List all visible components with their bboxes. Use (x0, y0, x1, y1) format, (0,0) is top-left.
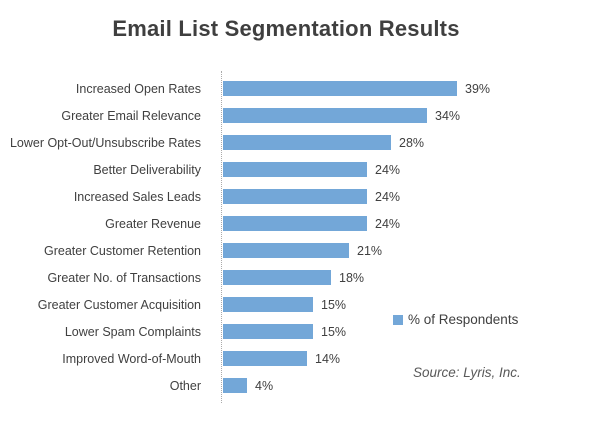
chart-row: Greater Email Relevance 34% (0, 102, 560, 129)
chart-row: Increased Sales Leads 24% (0, 183, 560, 210)
bar-area: 39% (211, 81, 560, 96)
bar-area: 21% (211, 243, 560, 258)
bar (223, 297, 313, 312)
value-label: 15% (321, 324, 347, 339)
value-label: 24% (375, 162, 401, 177)
bar-area: 24% (211, 189, 560, 204)
value-label: 21% (357, 243, 383, 258)
chart-title: Email List Segmentation Results (112, 16, 460, 41)
category-axis-line (221, 71, 222, 403)
category-label: Improved Word-of-Mouth (62, 351, 201, 366)
value-label: 4% (255, 378, 274, 393)
bar-area: 24% (211, 216, 560, 231)
bar-area: 4% (211, 378, 560, 393)
legend: % of Respondents (393, 312, 518, 327)
bar-rows: Increased Open Rates 39% Greater Email Rel… (0, 75, 560, 399)
bar (223, 162, 367, 177)
bar-area: 14% (211, 351, 560, 366)
category-label: Greater Customer Acquisition (37, 297, 201, 312)
chart-row: Greater Customer Retention 21% (0, 237, 560, 264)
bar-area: 15% (211, 324, 560, 339)
category-label: Greater Customer Retention (43, 243, 201, 258)
bar-area: 34% (211, 108, 560, 123)
source-note: Source: Lyris, Inc. (413, 365, 521, 380)
chart-row: Increased Open Rates 39% (0, 75, 560, 102)
chart-row: Improved Word-of-Mouth 14% (0, 345, 560, 372)
bar-area: 24% (211, 162, 560, 177)
bar (223, 243, 349, 258)
chart-row: Greater No. of Transactions 18% (0, 264, 560, 291)
category-label: Other (169, 378, 201, 393)
category-label: Greater Revenue (105, 216, 201, 231)
bar-area: 18% (211, 270, 560, 285)
category-label: Greater No. of Transactions (47, 270, 201, 285)
bar-area: 28% (211, 135, 560, 150)
value-label: 39% (465, 81, 491, 96)
bar (223, 81, 457, 96)
chart-row: Lower Opt-Out/Unsubscribe Rates 28% (0, 129, 560, 156)
bar (223, 378, 247, 393)
value-label: 14% (315, 351, 341, 366)
chart-row: Better Deliverability 24% (0, 156, 560, 183)
legend-swatch-icon (393, 314, 403, 325)
chart-row: Greater Revenue 24% (0, 210, 560, 237)
bar (223, 108, 427, 123)
bar (223, 270, 331, 285)
legend-label: % of Respondents (408, 312, 519, 327)
chart-row: Other 4% (0, 372, 560, 399)
category-label: Lower Spam Complaints (64, 324, 201, 339)
chart-row: Lower Spam Complaints 15% (0, 318, 560, 345)
bar (223, 351, 307, 366)
bar (223, 135, 391, 150)
value-label: 24% (375, 216, 401, 231)
category-label: Increased Open Rates (75, 81, 201, 96)
category-label: Increased Sales Leads (73, 189, 201, 204)
value-label: 18% (339, 270, 365, 285)
value-label: 15% (321, 297, 347, 312)
chart-row: Greater Customer Acquisition 15% (0, 291, 560, 318)
bar (223, 216, 367, 231)
bar (223, 189, 367, 204)
bar-area: 15% (211, 297, 560, 312)
value-label: 34% (435, 108, 461, 123)
category-label: Lower Opt-Out/Unsubscribe Rates (9, 135, 201, 150)
value-label: 24% (375, 189, 401, 204)
category-label: Better Deliverability (93, 162, 201, 177)
category-label: Greater Email Relevance (61, 108, 201, 123)
value-label: 28% (399, 135, 425, 150)
bar (223, 324, 313, 339)
